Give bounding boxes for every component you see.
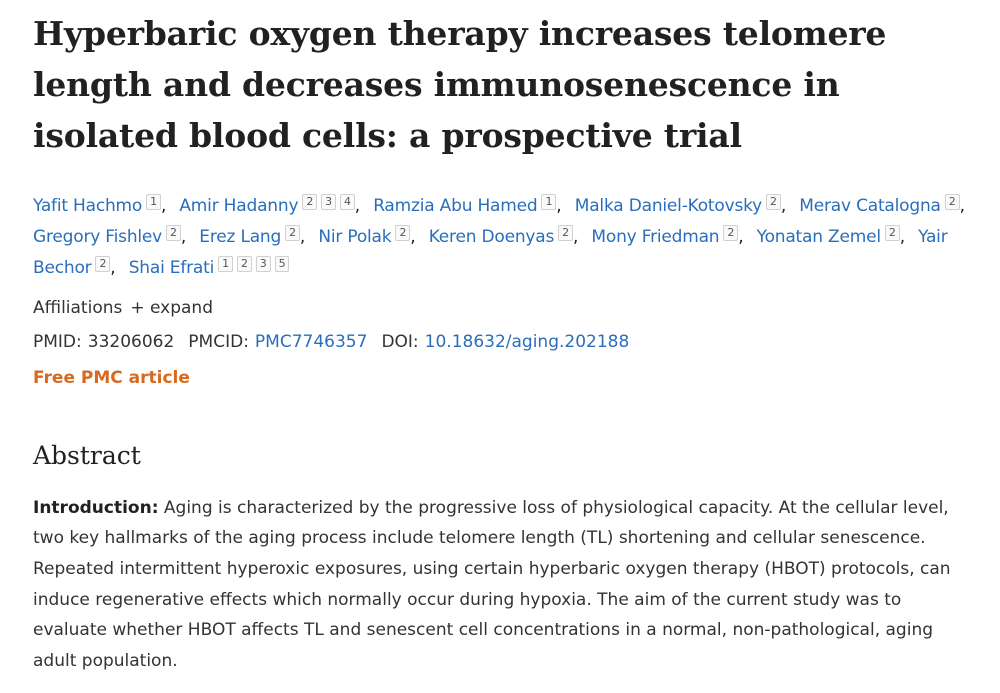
pmid-value: 33206062 — [87, 332, 175, 352]
author-name-link[interactable]: Yonatan Zemel — [756, 227, 881, 247]
author-item: Ramzia Abu Hamed 1, — [373, 194, 569, 216]
affiliation-ref-button[interactable]: 1 — [218, 256, 233, 272]
author-name-link[interactable]: Malka Daniel-Kotovsky — [574, 196, 763, 216]
author-name-link[interactable]: Keren Doenyas — [428, 227, 555, 247]
author-item: Yafit Hachmo 1, — [33, 194, 174, 216]
author-separator: , — [354, 196, 360, 216]
affiliation-ref-button[interactable]: 1 — [146, 194, 161, 210]
author-item: Malka Daniel-Kotovsky 2, — [574, 194, 794, 216]
author-name-link[interactable]: Yair Bechor — [33, 227, 948, 278]
affiliation-ref-button[interactable]: 2 — [884, 225, 900, 241]
author-separator: , — [959, 196, 965, 216]
author-separator: , — [572, 227, 579, 247]
author-name-link[interactable]: Amir Hadanny — [179, 196, 299, 216]
author-name-link[interactable]: Yafit Hachmo — [33, 196, 143, 216]
affiliation-ref-button[interactable]: 5 — [274, 256, 290, 272]
author-separator: , — [299, 227, 306, 247]
affiliation-ref-button[interactable]: 2 — [723, 225, 739, 241]
author-item: Yair Bechor 2, — [33, 227, 948, 278]
author-item: Merav Catalogna 2, — [799, 194, 973, 216]
author-separator: , — [110, 258, 116, 278]
author-separator: , — [180, 227, 187, 247]
pmcid-label: PMCID: — [188, 332, 249, 352]
affiliation-ref-button[interactable]: 2 — [395, 225, 411, 241]
affiliation-ref-button[interactable]: 2 — [302, 194, 318, 210]
pmcid-link[interactable]: PMC7746357 — [254, 332, 368, 352]
author-separator: , — [738, 227, 744, 247]
affiliation-ref-button[interactable]: 2 — [95, 256, 111, 272]
affiliation-ref-button[interactable]: 2 — [166, 225, 181, 241]
author-name-link[interactable]: Nir Polak — [318, 227, 392, 247]
affiliation-ref-button[interactable]: 1 — [541, 194, 557, 210]
doi-label: DOI: — [381, 332, 419, 352]
author-item: Nir Polak 2, — [318, 225, 423, 247]
abstract-introduction: Introduction: Aging is characterized by … — [33, 493, 973, 677]
author-item: Amir Hadanny 2 3 4, — [179, 194, 368, 216]
affiliation-ref-button[interactable]: 4 — [339, 194, 355, 210]
abstract-heading: Abstract — [33, 441, 141, 470]
author-name-link[interactable]: Ramzia Abu Hamed — [373, 196, 538, 216]
author-item: Keren Doenyas 2, — [428, 225, 587, 247]
affiliations-row: Affiliations + expand — [33, 296, 983, 320]
affiliation-ref-button[interactable]: 2 — [944, 194, 960, 210]
author-separator: , — [410, 227, 416, 247]
affiliation-ref-button[interactable]: 2 — [285, 225, 300, 241]
author-item: Shai Efrati 1 2 3 5 — [128, 256, 290, 278]
introduction-text: Aging is characterized by the progressiv… — [33, 497, 951, 671]
author-name-link[interactable]: Erez Lang — [199, 227, 282, 247]
expand-affiliations-button[interactable]: + expand — [130, 298, 214, 318]
author-item: Mony Friedman 2, — [591, 225, 751, 247]
affiliation-ref-button[interactable]: 2 — [558, 225, 573, 241]
author-name-link[interactable]: Shai Efrati — [128, 258, 215, 278]
author-name-link[interactable]: Gregory Fishlev — [33, 227, 163, 247]
affiliation-ref-button[interactable]: 2 — [236, 256, 252, 272]
author-item: Gregory Fishlev 2, — [33, 225, 194, 247]
author-item: Yonatan Zemel 2, — [756, 225, 913, 247]
pmid-label: PMID: — [33, 332, 82, 352]
article-page: Hyperbaric oxygen therapy increases telo… — [33, 8, 983, 693]
author-separator: , — [899, 227, 905, 247]
article-title: Hyperbaric oxygen therapy increases telo… — [33, 14, 887, 155]
author-separator: , — [160, 196, 167, 216]
authors-list: Yafit Hachmo 1, Amir Hadanny 2 3 4, Ramzia A… — [33, 191, 983, 284]
author-separator: , — [556, 196, 562, 216]
affiliation-ref-button[interactable]: 2 — [766, 194, 781, 210]
free-pmc-badge: Free PMC article — [33, 368, 190, 388]
author-item: Erez Lang 2, — [199, 225, 313, 247]
affiliation-ref-button[interactable]: 3 — [321, 194, 336, 210]
author-name-link[interactable]: Merav Catalogna — [799, 196, 941, 216]
affiliations-label: Affiliations — [33, 298, 123, 318]
author-name-link[interactable]: Mony Friedman — [591, 227, 720, 247]
identifiers-row: PMID: 33206062 PMCID: PMC7746357 DOI: 10.1863… — [33, 330, 983, 354]
introduction-label: Introduction: — [33, 497, 159, 518]
doi-link[interactable]: 10.18632/aging.202188 — [424, 332, 630, 352]
affiliation-ref-button[interactable]: 3 — [255, 256, 271, 272]
author-separator: , — [780, 196, 787, 216]
